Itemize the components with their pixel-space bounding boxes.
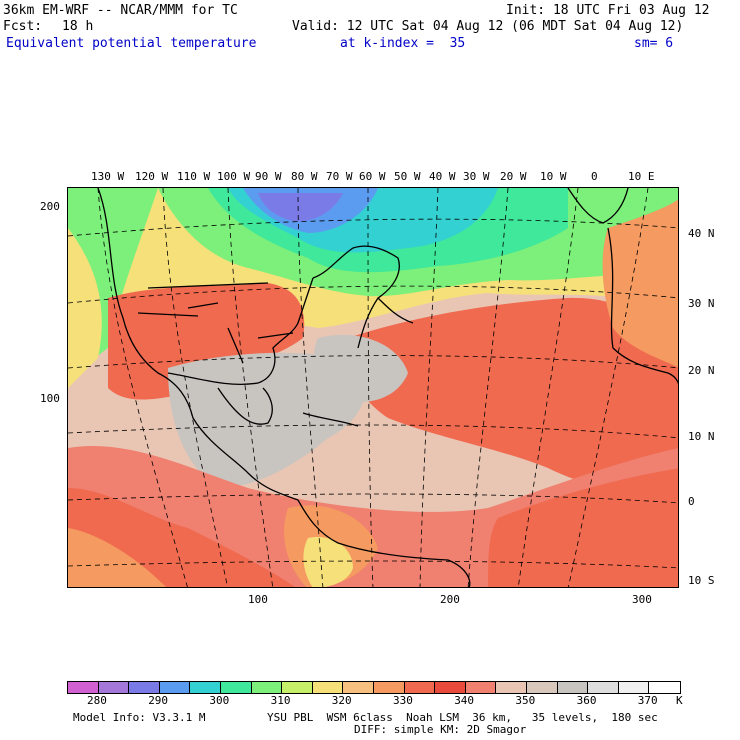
longitude-label: 50 W: [394, 170, 421, 183]
latitude-label: 30 N: [688, 297, 715, 310]
longitude-label: 0: [591, 170, 598, 183]
longitude-label: 80 W: [291, 170, 318, 183]
latitude-label: 20 N: [688, 364, 715, 377]
latitude-label: 0: [688, 495, 695, 508]
colorbar-swatch: [68, 682, 99, 693]
colorbar-swatch: [282, 682, 313, 693]
longitude-label: 60 W: [359, 170, 386, 183]
colorbar-swatch: [98, 682, 130, 693]
colorbar-label: 330: [393, 694, 413, 707]
colorbar-swatch: [190, 682, 221, 693]
field-yellow-sa: [303, 537, 353, 587]
model-title: 36km EM-WRF -- NCAR/MMM for TC: [3, 3, 238, 18]
colorbar-label: 370: [637, 694, 658, 707]
valid-time: Valid: 12 UTC Sat 04 Aug 12 (06 MDT Sat …: [292, 19, 684, 34]
forecast-hour: 18 h: [62, 19, 94, 34]
longitude-label: 130 W: [91, 170, 125, 183]
init-time: Init: 18 UTC Fri 03 Aug 12: [506, 3, 710, 18]
colorbar-swatch: [251, 682, 283, 693]
map-field-layer: [68, 188, 678, 587]
colorbar-swatch: [312, 682, 344, 693]
colorbar-unit: K: [676, 694, 683, 707]
longitude-label: 70 W: [326, 170, 353, 183]
latitude-label: 40 N: [688, 227, 715, 240]
longitude-label: 20 W: [500, 170, 527, 183]
diffusion-info: DIFF: simple KM: 2D Smagor: [354, 723, 527, 736]
field-gray-gulf: [168, 352, 366, 488]
colorbar-label: 360: [576, 694, 597, 707]
grid-label-x-300: 300: [632, 593, 652, 606]
grid-label-y-200: 200: [40, 200, 60, 213]
model-info: Model Info: V3.3.1 M: [73, 711, 206, 724]
latitude-label: 10 S: [688, 574, 715, 587]
field-red-southeast: [488, 468, 678, 587]
colorbar-swatch: [373, 682, 405, 693]
field-gray-atl: [314, 334, 408, 402]
colorbar-swatch: [496, 682, 527, 693]
colorbar-label: 350: [515, 694, 536, 707]
coastlines: [97, 188, 678, 587]
colorbar-swatch: [618, 682, 650, 693]
grid-label-x-200: 200: [440, 593, 460, 606]
colorbar-swatch: [465, 682, 497, 693]
field-red-us: [108, 283, 305, 400]
theta-e-map: [67, 187, 679, 588]
field-name: Equivalent potential temperature: [6, 36, 257, 51]
longitude-label: 30 W: [463, 170, 490, 183]
physics-info: YSU PBL WSM 6class Noah LSM 36 km, 35 le…: [267, 711, 658, 724]
colorbar-label: 320: [331, 694, 352, 707]
field-orange-africa: [602, 199, 678, 368]
smoothing-info: sm= 6: [634, 36, 674, 51]
graticule: [68, 188, 678, 587]
colorbar-swatch: [220, 682, 252, 693]
longitude-label: 120 W: [135, 170, 169, 183]
colorbar-swatch: [435, 682, 466, 693]
field-violet-hudson: [258, 193, 343, 222]
longitude-label: 10 W: [540, 170, 567, 183]
field-orange-south: [68, 528, 166, 587]
colorbar-swatch: [526, 682, 558, 693]
colorbar-label: 280: [87, 694, 107, 707]
colorbar-label: 340: [454, 694, 475, 707]
colorbar-label: 300: [209, 694, 230, 707]
longitude-label: 40 W: [429, 170, 456, 183]
longitude-label: 110 W: [177, 170, 211, 183]
longitude-label: 100 W: [217, 170, 251, 183]
forecast-label: Fcst:: [3, 19, 43, 34]
longitude-label: 10 E: [628, 170, 655, 183]
colorbar-swatch: [557, 682, 589, 693]
field-yellow-west: [68, 228, 102, 388]
latitude-label: 10 N: [688, 430, 715, 443]
colorbar-swatch: [588, 682, 619, 693]
level-info: at k-index = 35: [340, 36, 466, 51]
field-red-atlantic: [347, 297, 678, 492]
colorbar-swatch: [404, 682, 436, 693]
grid-label-y-100: 100: [40, 392, 60, 405]
colorbar-swatch: [129, 682, 160, 693]
grid-label-x-100: 100: [248, 593, 268, 606]
longitude-label: 90 W: [255, 170, 282, 183]
colorbar-label: 290: [148, 694, 169, 707]
colorbar-swatch: [159, 682, 191, 693]
colorbar: [67, 681, 681, 694]
colorbar-swatch: [343, 682, 374, 693]
colorbar-swatch: [649, 682, 680, 693]
colorbar-label: 310: [270, 694, 291, 707]
